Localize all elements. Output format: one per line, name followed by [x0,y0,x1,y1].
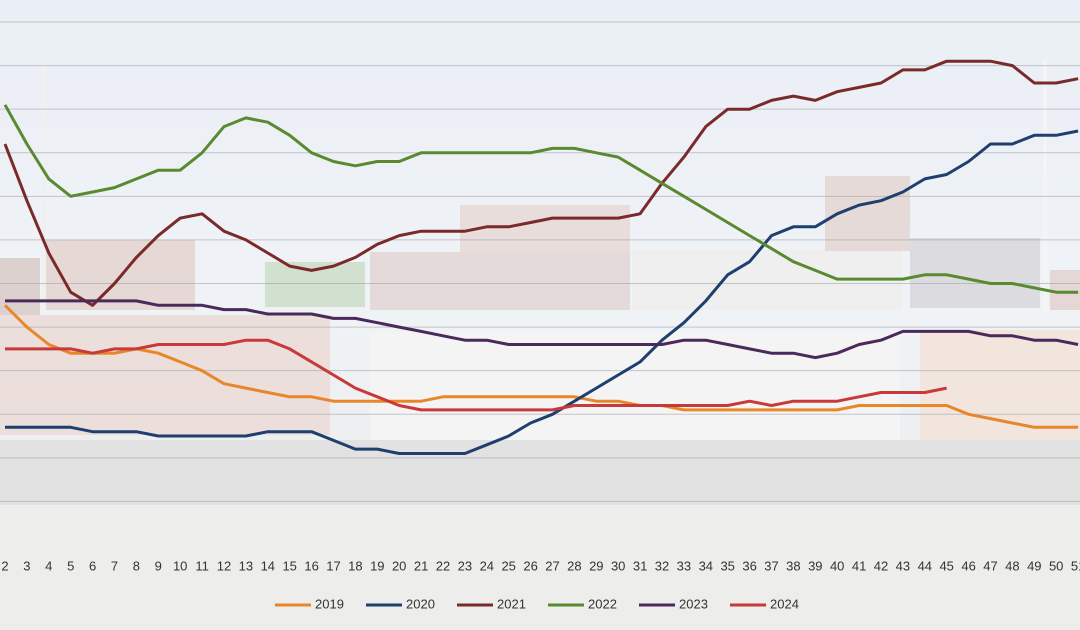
x-tick-label: 32 [655,558,669,573]
x-tick-label: 15 [282,558,296,573]
x-tick-label: 14 [261,558,275,573]
x-tick-label: 50 [1049,558,1063,573]
legend-item: 2024 [730,596,799,611]
x-tick-label: 19 [370,558,384,573]
legend-item: 2019 [275,596,344,611]
x-tick-label: 25 [501,558,515,573]
x-tick-label: 36 [742,558,756,573]
legend-label: 2023 [679,596,708,611]
x-tick-label: 51 [1071,558,1080,573]
x-tick-label: 11 [195,558,209,573]
x-tick-label: 8 [133,558,140,573]
series-line [5,129,1079,455]
x-tick-label: 17 [326,558,340,573]
x-tick-label: 16 [304,558,318,573]
legend-item: 2020 [366,596,435,611]
x-tick-label: 26 [523,558,537,573]
x-tick-label: 45 [939,558,953,573]
x-tick-label: 43 [896,558,910,573]
x-tick-label: 30 [611,558,625,573]
x-tick-label: 10 [173,558,187,573]
legend-item: 2021 [457,596,526,611]
legend-label: 2024 [770,596,799,611]
x-tick-label: 49 [1027,558,1041,573]
legend-label: 2021 [497,596,526,611]
legend-item: 2023 [639,596,708,611]
series-line [5,299,1079,360]
x-tick-label: 37 [764,558,778,573]
x-tick-label: 39 [808,558,822,573]
x-tick-label: 33 [677,558,691,573]
legend-label: 2022 [588,596,617,611]
x-tick-label: 12 [217,558,231,573]
x-tick-label: 22 [436,558,450,573]
x-tick-label: 31 [633,558,647,573]
x-tick-label: 4 [45,558,52,573]
legend-label: 2020 [406,596,435,611]
x-tick-label: 42 [874,558,888,573]
x-tick-label: 21 [414,558,428,573]
x-tick-label: 24 [480,558,494,573]
series-line [3,59,1079,307]
series-line [5,338,947,412]
x-tick-label: 23 [458,558,472,573]
x-tick-label: 28 [567,558,581,573]
x-tick-label: 38 [786,558,800,573]
x-tick-label: 40 [830,558,844,573]
x-tick-label: 27 [545,558,559,573]
legend-label: 2019 [315,596,344,611]
x-tick-label: 6 [89,558,96,573]
x-tick-label: 5 [67,558,74,573]
x-tick-label: 29 [589,558,603,573]
legend-item: 2022 [548,596,617,611]
series-line [3,104,1079,294]
x-tick-label: 48 [1005,558,1019,573]
x-tick-label: 20 [392,558,406,573]
x-tick-label: 7 [111,558,118,573]
x-tick-label: 41 [852,558,866,573]
x-tick-label: 13 [239,558,253,573]
x-tick-label: 9 [155,558,162,573]
x-tick-label: 44 [918,558,932,573]
x-tick-label: 35 [720,558,734,573]
x-tick-label: 34 [699,558,713,573]
x-tick-label: 46 [961,558,975,573]
x-tick-label: 2 [1,558,8,573]
x-tick-label: 3 [23,558,30,573]
series-line [3,304,1079,429]
x-tick-label: 18 [348,558,362,573]
x-tick-label: 47 [983,558,997,573]
